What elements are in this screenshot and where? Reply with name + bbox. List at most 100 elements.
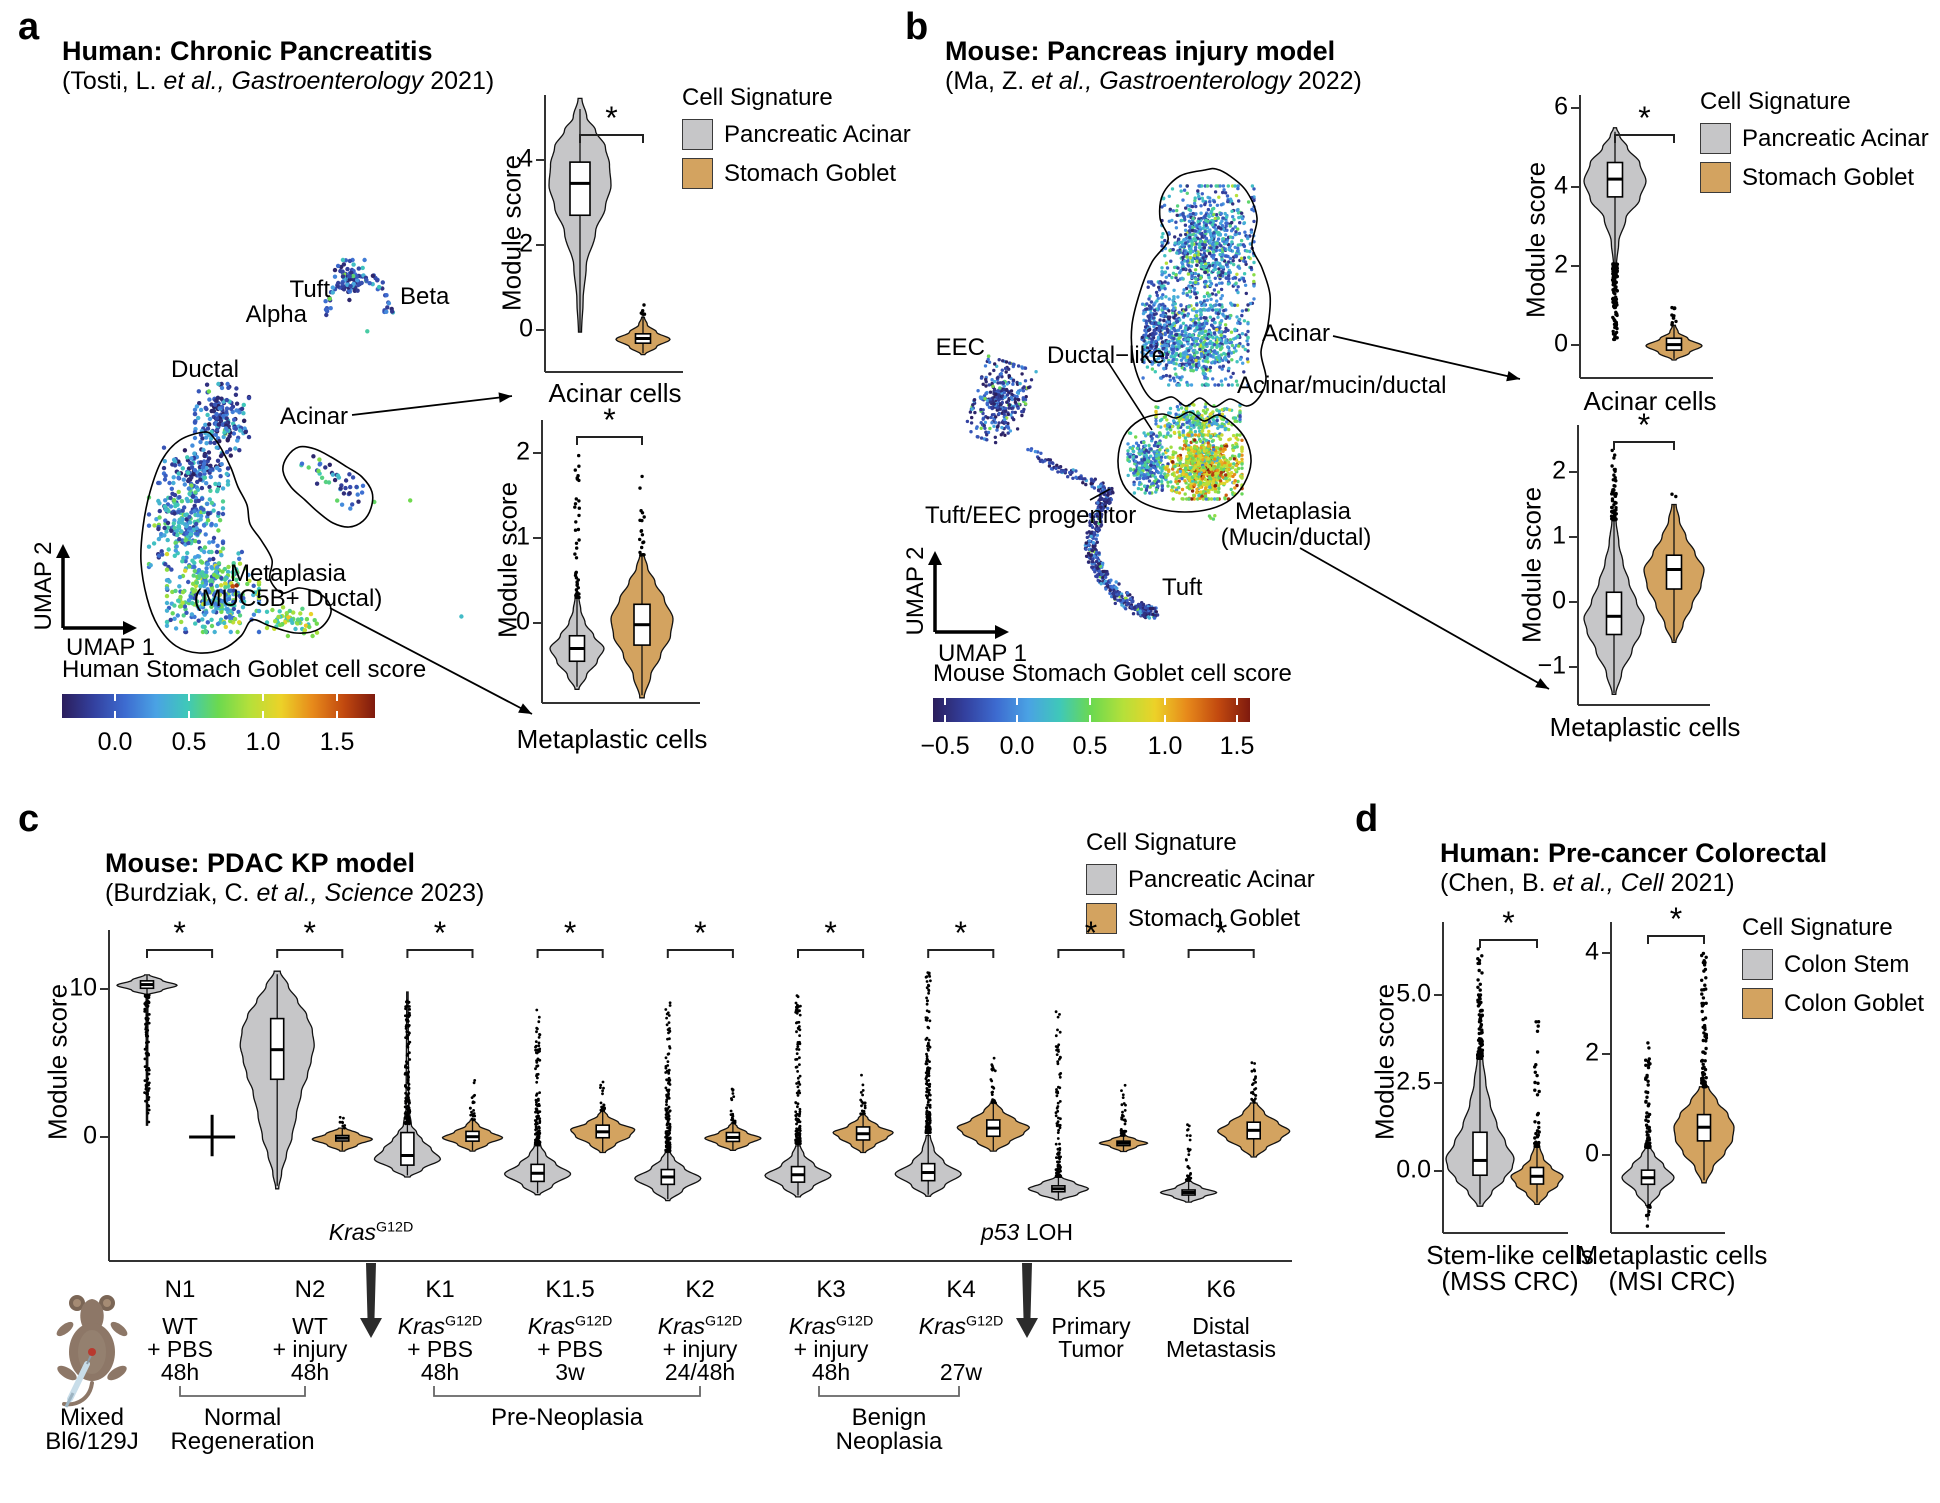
significance-asterisk: * <box>1637 407 1651 443</box>
umap-y-axis-label: UMAP 2 <box>902 546 929 636</box>
colorbar-b <box>933 698 1250 722</box>
timeline-column-id: K4 <box>946 1276 976 1303</box>
panel-d-subtitle: (Chen, B. et al., Cell 2021) <box>1440 869 1735 897</box>
legend-item-colon-stem: Colon Stem <box>1742 949 1924 980</box>
timeline-column-condition: KrasG12D <box>788 1313 874 1339</box>
y-tick-label: 2.5 <box>1396 1067 1431 1096</box>
timeline-column-condition: KrasG12D <box>918 1313 1004 1339</box>
x-category-label: Acinar cells <box>548 378 682 408</box>
timeline-column-condition: + PBS <box>407 1336 473 1362</box>
colorbar-tick-mark <box>1016 715 1018 722</box>
significance-asterisk: * <box>603 402 616 438</box>
legend-cell-signature-d: Cell Signature Colon Stem Colon Goblet <box>1742 916 1924 1019</box>
panel-d-letter: d <box>1355 798 1379 840</box>
colorbar-tick-label: 0.0 <box>97 728 133 756</box>
swatch-gold <box>682 158 713 189</box>
umap-x-axis-label: UMAP 1 <box>938 640 1027 667</box>
umap-cluster-label: Acinar <box>1262 320 1331 347</box>
timeline-column-id: N1 <box>164 1276 196 1303</box>
legend-cell-signature-b: Cell Signature Pancreatic Acinar Stomach… <box>1700 90 1929 193</box>
umap-cluster-label: Acinar/mucin/ductal <box>1237 372 1447 399</box>
y-tick-label: 2 <box>1554 250 1568 279</box>
significance-asterisk: * <box>605 100 618 136</box>
panel-a-letter: a <box>18 6 40 48</box>
panel-d-title: Human: Pre-cancer Colorectal <box>1440 838 1828 868</box>
chart-a_metaplastic <box>533 420 700 704</box>
significance-asterisk: * <box>1669 901 1683 937</box>
panel-c-letter: c <box>18 798 40 840</box>
colorbar-tick-mark <box>944 715 946 722</box>
panel-a-subtitle: (Tosti, L. et al., Gastroenterology 2021… <box>62 67 495 95</box>
timeline-column-condition: Tumor <box>1058 1336 1124 1362</box>
y-tick-label: 0 <box>1585 1139 1599 1168</box>
colorbar-tick-label: 0.5 <box>1072 732 1108 760</box>
timeline-column-condition: Metastasis <box>1166 1336 1276 1362</box>
x-category-sublabel: (MSS CRC) <box>1441 1266 1579 1296</box>
colorbar-tick-label: 1.0 <box>245 728 281 756</box>
colorbar-tick-mark <box>114 694 116 701</box>
y-tick-label: 0 <box>1554 329 1568 358</box>
panel-c-title: Mouse: PDAC KP model <box>105 848 416 878</box>
umap-x-axis-label: UMAP 1 <box>66 634 155 661</box>
colorbar-tick-mark <box>1016 698 1018 705</box>
timeline-group-label: Benign <box>851 1404 927 1431</box>
timeline-column-id: K6 <box>1206 1276 1236 1303</box>
umap-cluster-label: (MUC5B+ Ductal) <box>193 585 383 612</box>
y-axis-label: Module score <box>1520 161 1551 319</box>
legend-item-pancreatic-acinar: Pancreatic Acinar <box>1700 123 1929 154</box>
x-category-label: Metaplastic cells <box>516 724 708 754</box>
colorbar-tick-label: 1.5 <box>319 728 355 756</box>
timeline-column-id: N2 <box>294 1276 326 1303</box>
umap-cluster-label: Tuft/EEC progenitor <box>925 502 1137 529</box>
y-tick-label: −1 <box>1537 651 1566 680</box>
legend-item-label: Stomach Goblet <box>724 159 897 187</box>
y-tick-label: 0 <box>516 607 530 636</box>
umap-cluster-label: Metaplasia <box>1234 498 1352 525</box>
significance-asterisk: * <box>694 915 707 951</box>
y-tick-label: 4 <box>1554 171 1568 200</box>
timeline-column-condition: 24/48h <box>664 1359 736 1385</box>
umap-b_umap <box>928 167 1550 690</box>
colorbar-tick-mark <box>336 694 338 701</box>
y-tick-label: 4 <box>519 144 533 173</box>
legend-item-label: Pancreatic Acinar <box>724 120 911 148</box>
legend-title: Cell Signature <box>682 84 833 111</box>
y-tick-label: 10 <box>69 973 97 1002</box>
y-tick-label: 2 <box>1552 456 1566 485</box>
panel-b-subtitle: (Ma, Z. et al., Gastroenterology 2022) <box>945 67 1362 95</box>
umap-y-axis-label: UMAP 2 <box>30 541 57 631</box>
y-tick-label: 0 <box>83 1121 97 1150</box>
timeline-column-condition: Primary <box>1051 1313 1131 1339</box>
legend-title: Cell Signature <box>1086 829 1237 856</box>
timeline-group-label: Normal <box>203 1404 282 1431</box>
timeline-column-condition: + injury <box>272 1336 348 1362</box>
significance-asterisk: * <box>303 915 316 951</box>
colorbar-tick-label: 1.0 <box>1147 732 1183 760</box>
colorbar-tick-mark <box>1089 715 1091 722</box>
legend-item-colon-goblet: Colon Goblet <box>1742 988 1924 1019</box>
swatch-gold <box>1700 162 1731 193</box>
timeline-column-condition: KrasG12D <box>657 1313 743 1339</box>
legend-item-label: Colon Stem <box>1784 950 1910 978</box>
significance-asterisk: * <box>173 915 186 951</box>
timeline-column-condition: + PBS <box>537 1336 603 1362</box>
significance-asterisk: * <box>1638 100 1651 136</box>
schematic-c <box>179 1263 1038 1397</box>
significance-asterisk: * <box>1214 915 1228 951</box>
chart-a_acinar <box>536 95 683 373</box>
significance-asterisk: * <box>1502 905 1515 941</box>
umap-cluster-label: Ductal−like <box>1047 342 1166 369</box>
colorbar-tick-mark <box>262 694 264 701</box>
umap-cluster-label: Metaplasia <box>229 560 347 587</box>
umap-cluster-label: Ductal <box>170 356 240 383</box>
swatch-gold <box>1086 903 1117 934</box>
y-axis-label: Module score <box>492 481 523 639</box>
chart-b_acinar <box>1571 95 1713 379</box>
panel-b-letter: b <box>905 6 929 48</box>
colorbar-tick-label: 1.5 <box>1219 732 1255 760</box>
colorbar-tick-mark <box>1089 698 1091 705</box>
swatch-gray <box>1086 864 1117 895</box>
swatch-gray <box>1700 123 1731 154</box>
